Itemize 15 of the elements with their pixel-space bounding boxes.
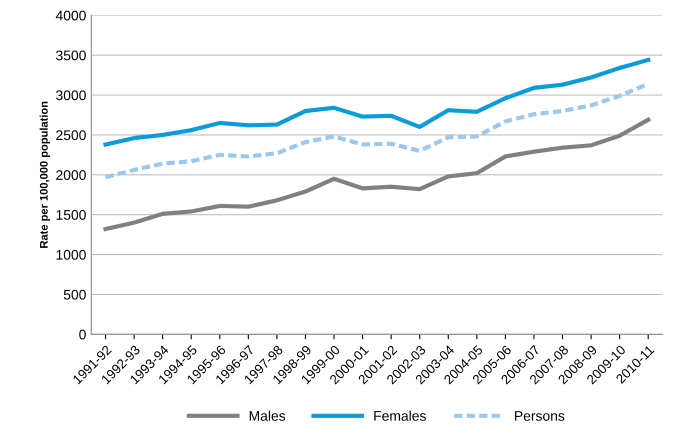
y-tick-label: 4000	[56, 10, 86, 20]
legend-label: Males	[250, 410, 286, 421]
legend-label: Persons	[515, 411, 564, 421]
line-series	[103, 58, 650, 147]
y-tick-label: 3500	[56, 50, 86, 60]
y-tick-label: 500	[64, 290, 86, 300]
y-tick-label: 3000	[56, 90, 86, 100]
y-tick-label: 2000	[56, 170, 86, 180]
y-tick-label: 1000	[56, 250, 86, 260]
line-series	[103, 118, 650, 232]
y-axis-title: Rate per 100,000 population	[40, 102, 50, 248]
legend-label: Females	[374, 410, 426, 421]
y-tick-label: 2500	[56, 130, 86, 140]
y-tick-label: 1500	[56, 210, 86, 220]
y-tick-label: 0	[79, 330, 86, 340]
